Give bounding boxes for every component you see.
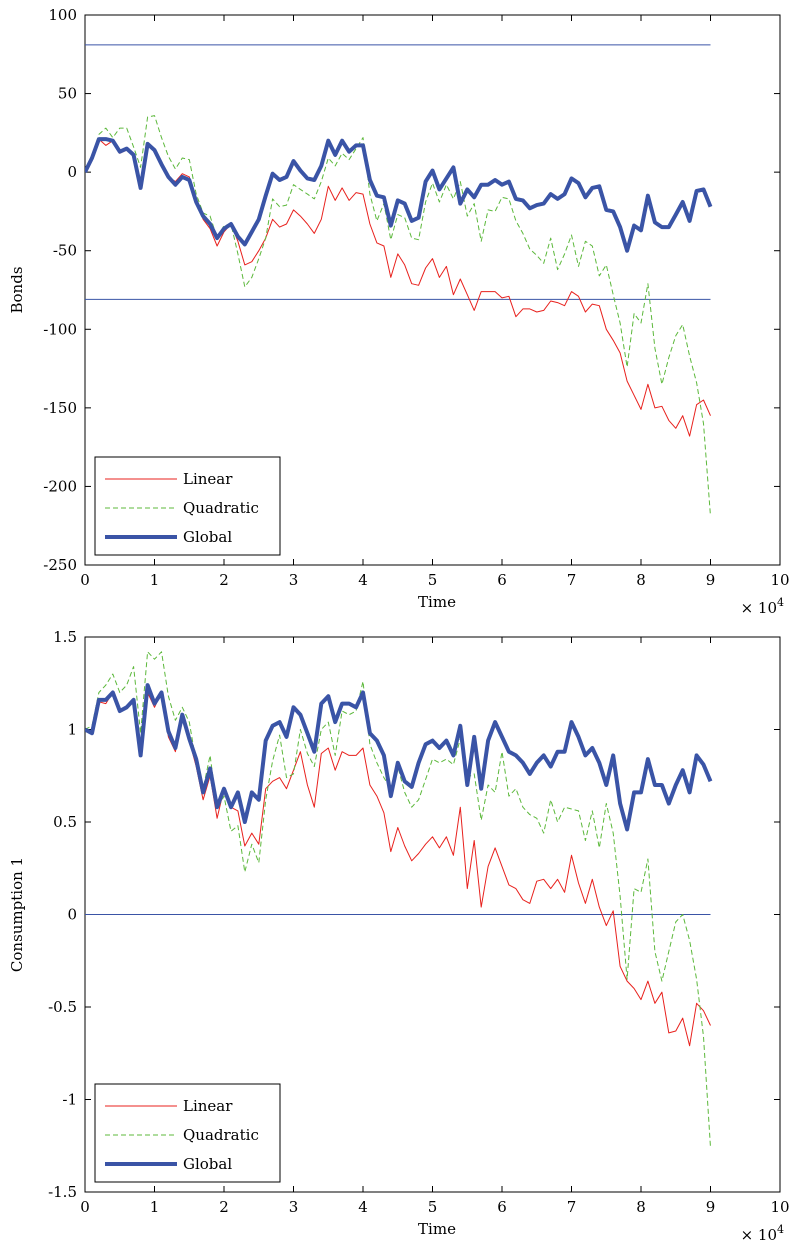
chart-1-y-tick-label: -100 bbox=[43, 320, 77, 338]
chart-1-x-tick-label: 6 bbox=[497, 571, 507, 589]
chart-2-x-tick-label: 9 bbox=[706, 1198, 716, 1216]
chart-1-series-quadratic bbox=[85, 115, 711, 517]
chart-1-x-multiplier: × 104 bbox=[741, 596, 784, 617]
chart-1-x-tick-label: 7 bbox=[567, 571, 577, 589]
chart-2-x-tick-label: 6 bbox=[497, 1198, 507, 1216]
chart-2-x-tick-label: 3 bbox=[289, 1198, 299, 1216]
chart-1-legend-label-global: Global bbox=[183, 528, 232, 546]
chart-2-x-tick-label: 4 bbox=[358, 1198, 368, 1216]
chart-2-y-tick-label: 0 bbox=[67, 906, 77, 924]
chart-1-x-tick-label: 10 bbox=[770, 571, 789, 589]
chart-1-legend-label-linear: Linear bbox=[183, 470, 233, 488]
chart-2-legend-label-global: Global bbox=[183, 1155, 232, 1173]
chart-1-x-tick-label: 0 bbox=[80, 571, 90, 589]
chart-2: 0 1 2 3 4 5 6 7 8 9 10 -1.5 -1 -0.5 0 0.5 1 1.5 Time Consum… bbox=[8, 628, 790, 1244]
chart-1-y-tick-label: 50 bbox=[58, 85, 77, 103]
chart-2-y-tick-label: -1.5 bbox=[48, 1183, 77, 1201]
chart-1-y-tick-label: -200 bbox=[43, 477, 77, 495]
chart-1-x-tick-label: 2 bbox=[219, 571, 229, 589]
chart-1-y-tick-label: 0 bbox=[67, 163, 77, 181]
chart-2-y-tick-label: 1 bbox=[67, 721, 77, 739]
chart-1-series-linear bbox=[85, 138, 711, 437]
chart-2-y-tick-label: -1 bbox=[62, 1091, 77, 1109]
chart-1-legend: Linear Quadratic Global bbox=[94, 456, 281, 556]
chart-1-y-tick-label: -150 bbox=[43, 399, 77, 417]
chart-2-x-multiplier: × 104 bbox=[741, 1223, 784, 1244]
chart-1-x-tick-label: 9 bbox=[706, 571, 716, 589]
chart-1-series-global bbox=[85, 137, 713, 253]
chart-2-x-tick-label: 1 bbox=[150, 1198, 160, 1216]
chart-2-y-tick-label: 1.5 bbox=[53, 628, 77, 646]
chart-1-legend-label-quadratic: Quadratic bbox=[183, 499, 259, 517]
chart-1-x-tick-label: 8 bbox=[636, 571, 646, 589]
chart-2-x-tick-label: 8 bbox=[636, 1198, 646, 1216]
chart-1-y-axis-label: Bonds bbox=[8, 266, 26, 313]
chart-2-series-quadratic bbox=[85, 651, 711, 1148]
chart-1-x-axis-label: Time bbox=[418, 593, 456, 611]
chart-1-y-tick-label: -50 bbox=[53, 242, 77, 260]
chart-2-legend-label-linear: Linear bbox=[183, 1097, 233, 1115]
chart-1-x-tick-label: 5 bbox=[428, 571, 438, 589]
chart-1-x-tick-label: 3 bbox=[289, 571, 299, 589]
chart-1-y-tick-label: -250 bbox=[43, 556, 77, 574]
chart-1-y-tick-label: 100 bbox=[48, 6, 77, 24]
chart-2-x-tick-label: 10 bbox=[770, 1198, 789, 1216]
chart-2-x-tick-label: 2 bbox=[219, 1198, 229, 1216]
chart-2-x-tick-label: 0 bbox=[80, 1198, 90, 1216]
chart-2-y-tick-label: 0.5 bbox=[53, 813, 77, 831]
chart-1-x-tick-label: 4 bbox=[358, 571, 368, 589]
chart-2-legend-label-quadratic: Quadratic bbox=[183, 1126, 259, 1144]
chart-2-y-axis-label: Consumption 1 bbox=[8, 857, 26, 972]
chart-2-x-tick-label: 5 bbox=[428, 1198, 438, 1216]
chart-2-series-global bbox=[85, 683, 713, 832]
chart-1: 0 1 2 3 4 5 6 7 8 9 10 -250 -200 -150 -100 -50 0 50 100 Tim… bbox=[8, 6, 790, 617]
chart-2-x-axis-label: Time bbox=[418, 1220, 456, 1238]
chart-2-legend: Linear Quadratic Global bbox=[94, 1083, 281, 1183]
chart-2-x-tick-label: 7 bbox=[567, 1198, 577, 1216]
chart-2-y-tick-label: -0.5 bbox=[48, 998, 77, 1016]
chart-1-x-tick-label: 1 bbox=[150, 571, 160, 589]
